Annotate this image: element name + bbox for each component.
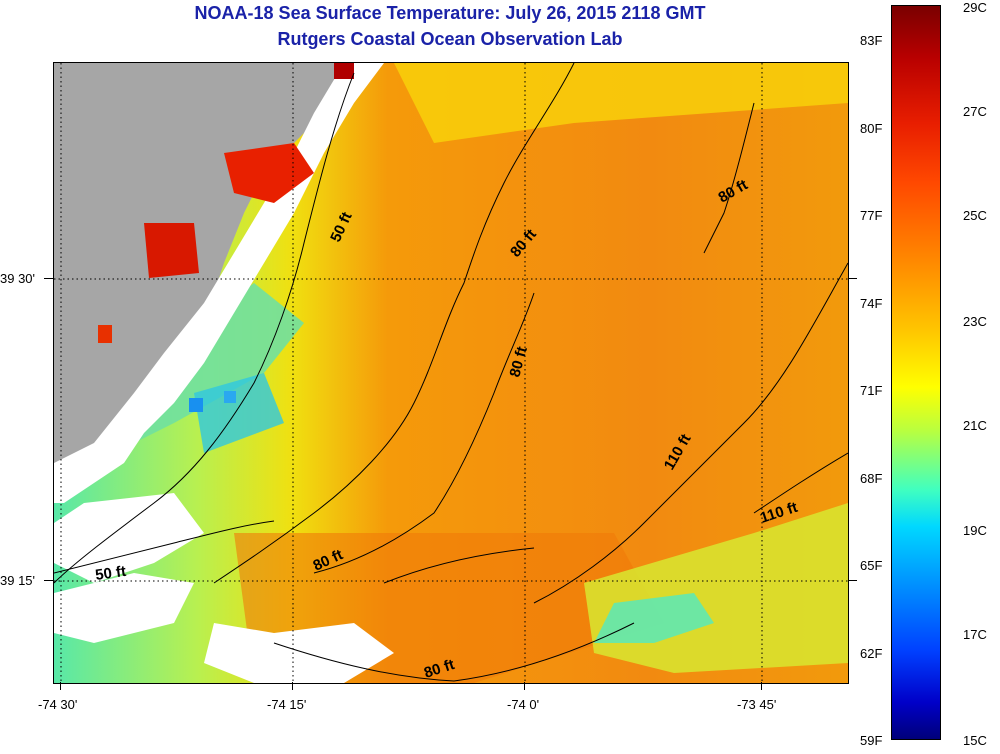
colorbar-fahrenheit-label: 83F	[860, 33, 883, 48]
colorbar-fahrenheit-label: 62F	[860, 646, 883, 661]
depth-contour-80ft	[273, 622, 635, 682]
temperature-colorbar	[891, 5, 941, 740]
colorbar-fahrenheit-label: 65F	[860, 558, 883, 573]
y-axis-label: 39 30'	[0, 271, 36, 286]
colorbar-celsius-label: 23C	[963, 314, 987, 329]
y-tick-right	[848, 278, 857, 279]
depth-contour-80ft	[703, 102, 755, 254]
colorbar-celsius-label: 19C	[963, 523, 987, 538]
blue-pixel-patch	[224, 391, 236, 403]
yellow-band-north	[394, 63, 848, 143]
y-tick	[44, 580, 53, 581]
colorbar-fahrenheit-label: 68F	[860, 471, 883, 486]
y-axis-label: 39 15'	[0, 573, 36, 588]
hot-inland-patch	[98, 325, 112, 343]
cyan-patch-southeast	[594, 593, 714, 643]
page-subtitle: Rutgers Coastal Ocean Observation Lab	[277, 29, 623, 49]
x-axis-label: -73 45'	[737, 697, 777, 712]
colorbar-fahrenheit-label: 77F	[860, 208, 883, 223]
depth-contour-80ft	[213, 63, 575, 584]
sst-map-canvas: 50 ft 80 ft 80 ft 80 ft 110 ft 110 ft 50…	[54, 63, 848, 683]
y-tick-right	[848, 580, 857, 581]
y-tick	[44, 278, 53, 279]
contour-label: 50 ft	[94, 563, 127, 584]
colorbar-celsius-label: 27C	[963, 104, 987, 119]
colorbar-fahrenheit-label: 71F	[860, 383, 883, 398]
page-title: NOAA-18 Sea Surface Temperature: July 26…	[194, 3, 706, 23]
colorbar-celsius-label: 15C	[963, 733, 987, 748]
x-axis-label: -74 0'	[507, 697, 540, 712]
depth-contour-80ft	[383, 547, 535, 584]
sst-map[interactable]: 50 ft 80 ft 80 ft 80 ft 110 ft 110 ft 50…	[53, 62, 849, 684]
no-data-cloud	[204, 623, 394, 683]
blue-pixel-patch	[189, 398, 203, 412]
no-data-cloud	[54, 493, 204, 583]
colorbar-fahrenheit-label: 80F	[860, 121, 883, 136]
cyan-coastal-patch	[194, 373, 284, 453]
depth-contour-50ft	[54, 520, 275, 574]
hot-inland-patch	[144, 223, 199, 278]
depth-contour-50ft	[54, 72, 355, 584]
hot-inland-patch	[334, 63, 354, 79]
x-tick	[60, 682, 61, 690]
colorbar-celsius-label: 25C	[963, 208, 987, 223]
x-tick	[292, 682, 293, 690]
colorbar-fahrenheit-label: 59F	[860, 733, 883, 748]
colorbar-celsius-label: 29C	[963, 0, 987, 15]
depth-contour-80ft	[313, 292, 535, 574]
colorbar-fahrenheit-label: 74F	[860, 296, 883, 311]
depth-contour-110ft	[533, 262, 848, 604]
colorbar-celsius-label: 21C	[963, 418, 987, 433]
x-axis-label: -74 15'	[267, 697, 307, 712]
no-data-cloud	[54, 573, 194, 643]
depth-contour-110ft	[753, 452, 848, 514]
x-axis-label: -74 30'	[38, 697, 78, 712]
x-tick	[524, 682, 525, 690]
colorbar-celsius-label: 17C	[963, 627, 987, 642]
land-mass	[54, 63, 344, 503]
x-tick	[761, 682, 762, 690]
hot-inland-patch	[224, 143, 314, 203]
